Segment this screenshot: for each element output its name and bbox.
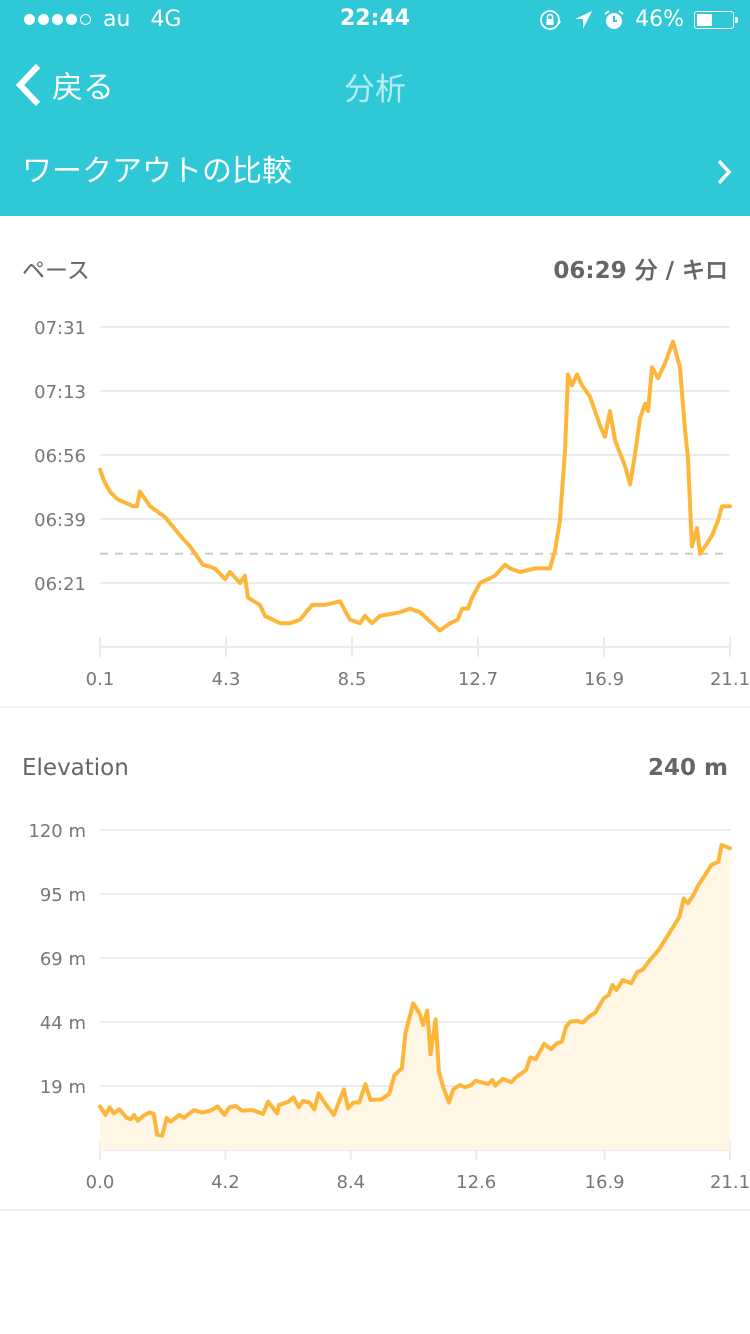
battery-icon (694, 10, 738, 29)
x-tick-label: 8.4 (336, 1172, 365, 1193)
signal-dot (52, 14, 63, 25)
signal-dot (38, 14, 49, 25)
network-type: 4G (150, 7, 182, 32)
y-tick-label: 19 m (40, 1077, 86, 1098)
y-tick-label: 95 m (40, 885, 86, 906)
y-tick-label: 06:56 (34, 446, 86, 467)
page-title: 分析 (344, 72, 406, 108)
pace-title: ペース (22, 258, 90, 284)
divider (0, 706, 750, 708)
x-tick-label: 4.3 (212, 669, 241, 690)
x-tick-label: 12.7 (458, 669, 498, 690)
elevation-line (98, 843, 732, 1138)
x-tick-label: 16.9 (585, 1172, 625, 1193)
divider (0, 1209, 750, 1211)
x-tick-label: 8.5 (338, 669, 367, 690)
y-tick-label: 07:13 (34, 382, 86, 403)
clock: 22:44 (339, 6, 411, 31)
nav-bar: 戻る 分析 (0, 40, 750, 128)
pace-chart: 07:31 07:13 06:56 06:39 06:21 0.1 4.3 8.5 12.7 16… (34, 318, 750, 690)
location-arrow-icon (575, 10, 593, 29)
status-bar: au 4G 22:44 46% (0, 0, 750, 40)
y-tick-label: 69 m (40, 949, 86, 970)
x-tick-label: 21.1 (710, 669, 750, 690)
carrier: au (103, 7, 131, 32)
chevron-right-icon (717, 159, 732, 185)
y-tick-label: 120 m (28, 821, 86, 842)
battery-percent: 46% (635, 7, 684, 32)
compare-workouts-label: ワークアウトの比較 (22, 154, 292, 189)
pace-average-value: 06:29 分 / キロ (553, 258, 728, 284)
elevation-total-value: 240 m (648, 755, 728, 781)
signal-dot (80, 14, 91, 25)
chevron-left-icon (15, 63, 41, 106)
signal-strength-icon (24, 14, 91, 25)
orientation-lock-icon (540, 9, 562, 30)
elevation-title: Elevation (22, 755, 129, 781)
header: au 4G 22:44 46% 戻る 分析 ワークアウトの比較 (0, 0, 750, 216)
alarm-icon (604, 9, 624, 29)
back-button[interactable]: 戻る (14, 62, 114, 107)
x-tick-label: 4.2 (211, 1172, 240, 1193)
y-tick-label: 06:21 (34, 574, 86, 595)
y-tick-label: 07:31 (34, 318, 86, 339)
x-tick-label: 0.1 (86, 669, 115, 690)
x-tick-label: 21.1 (710, 1172, 750, 1193)
signal-dot (24, 14, 35, 25)
x-tick-label: 0.0 (86, 1172, 115, 1193)
compare-workouts-row[interactable]: ワークアウトの比較 (0, 130, 750, 216)
x-tick-label: 16.9 (584, 669, 624, 690)
elevation-area (100, 845, 730, 1150)
back-label: 戻る (52, 70, 114, 106)
x-tick-label: 12.6 (456, 1172, 496, 1193)
signal-dot (66, 14, 77, 25)
y-tick-label: 06:39 (34, 510, 86, 531)
elevation-chart: 120 m 95 m 69 m 44 m 19 m 0.0 4.2 8.4 12.6 16.9 21… (28, 821, 750, 1193)
y-tick-label: 44 m (40, 1013, 86, 1034)
